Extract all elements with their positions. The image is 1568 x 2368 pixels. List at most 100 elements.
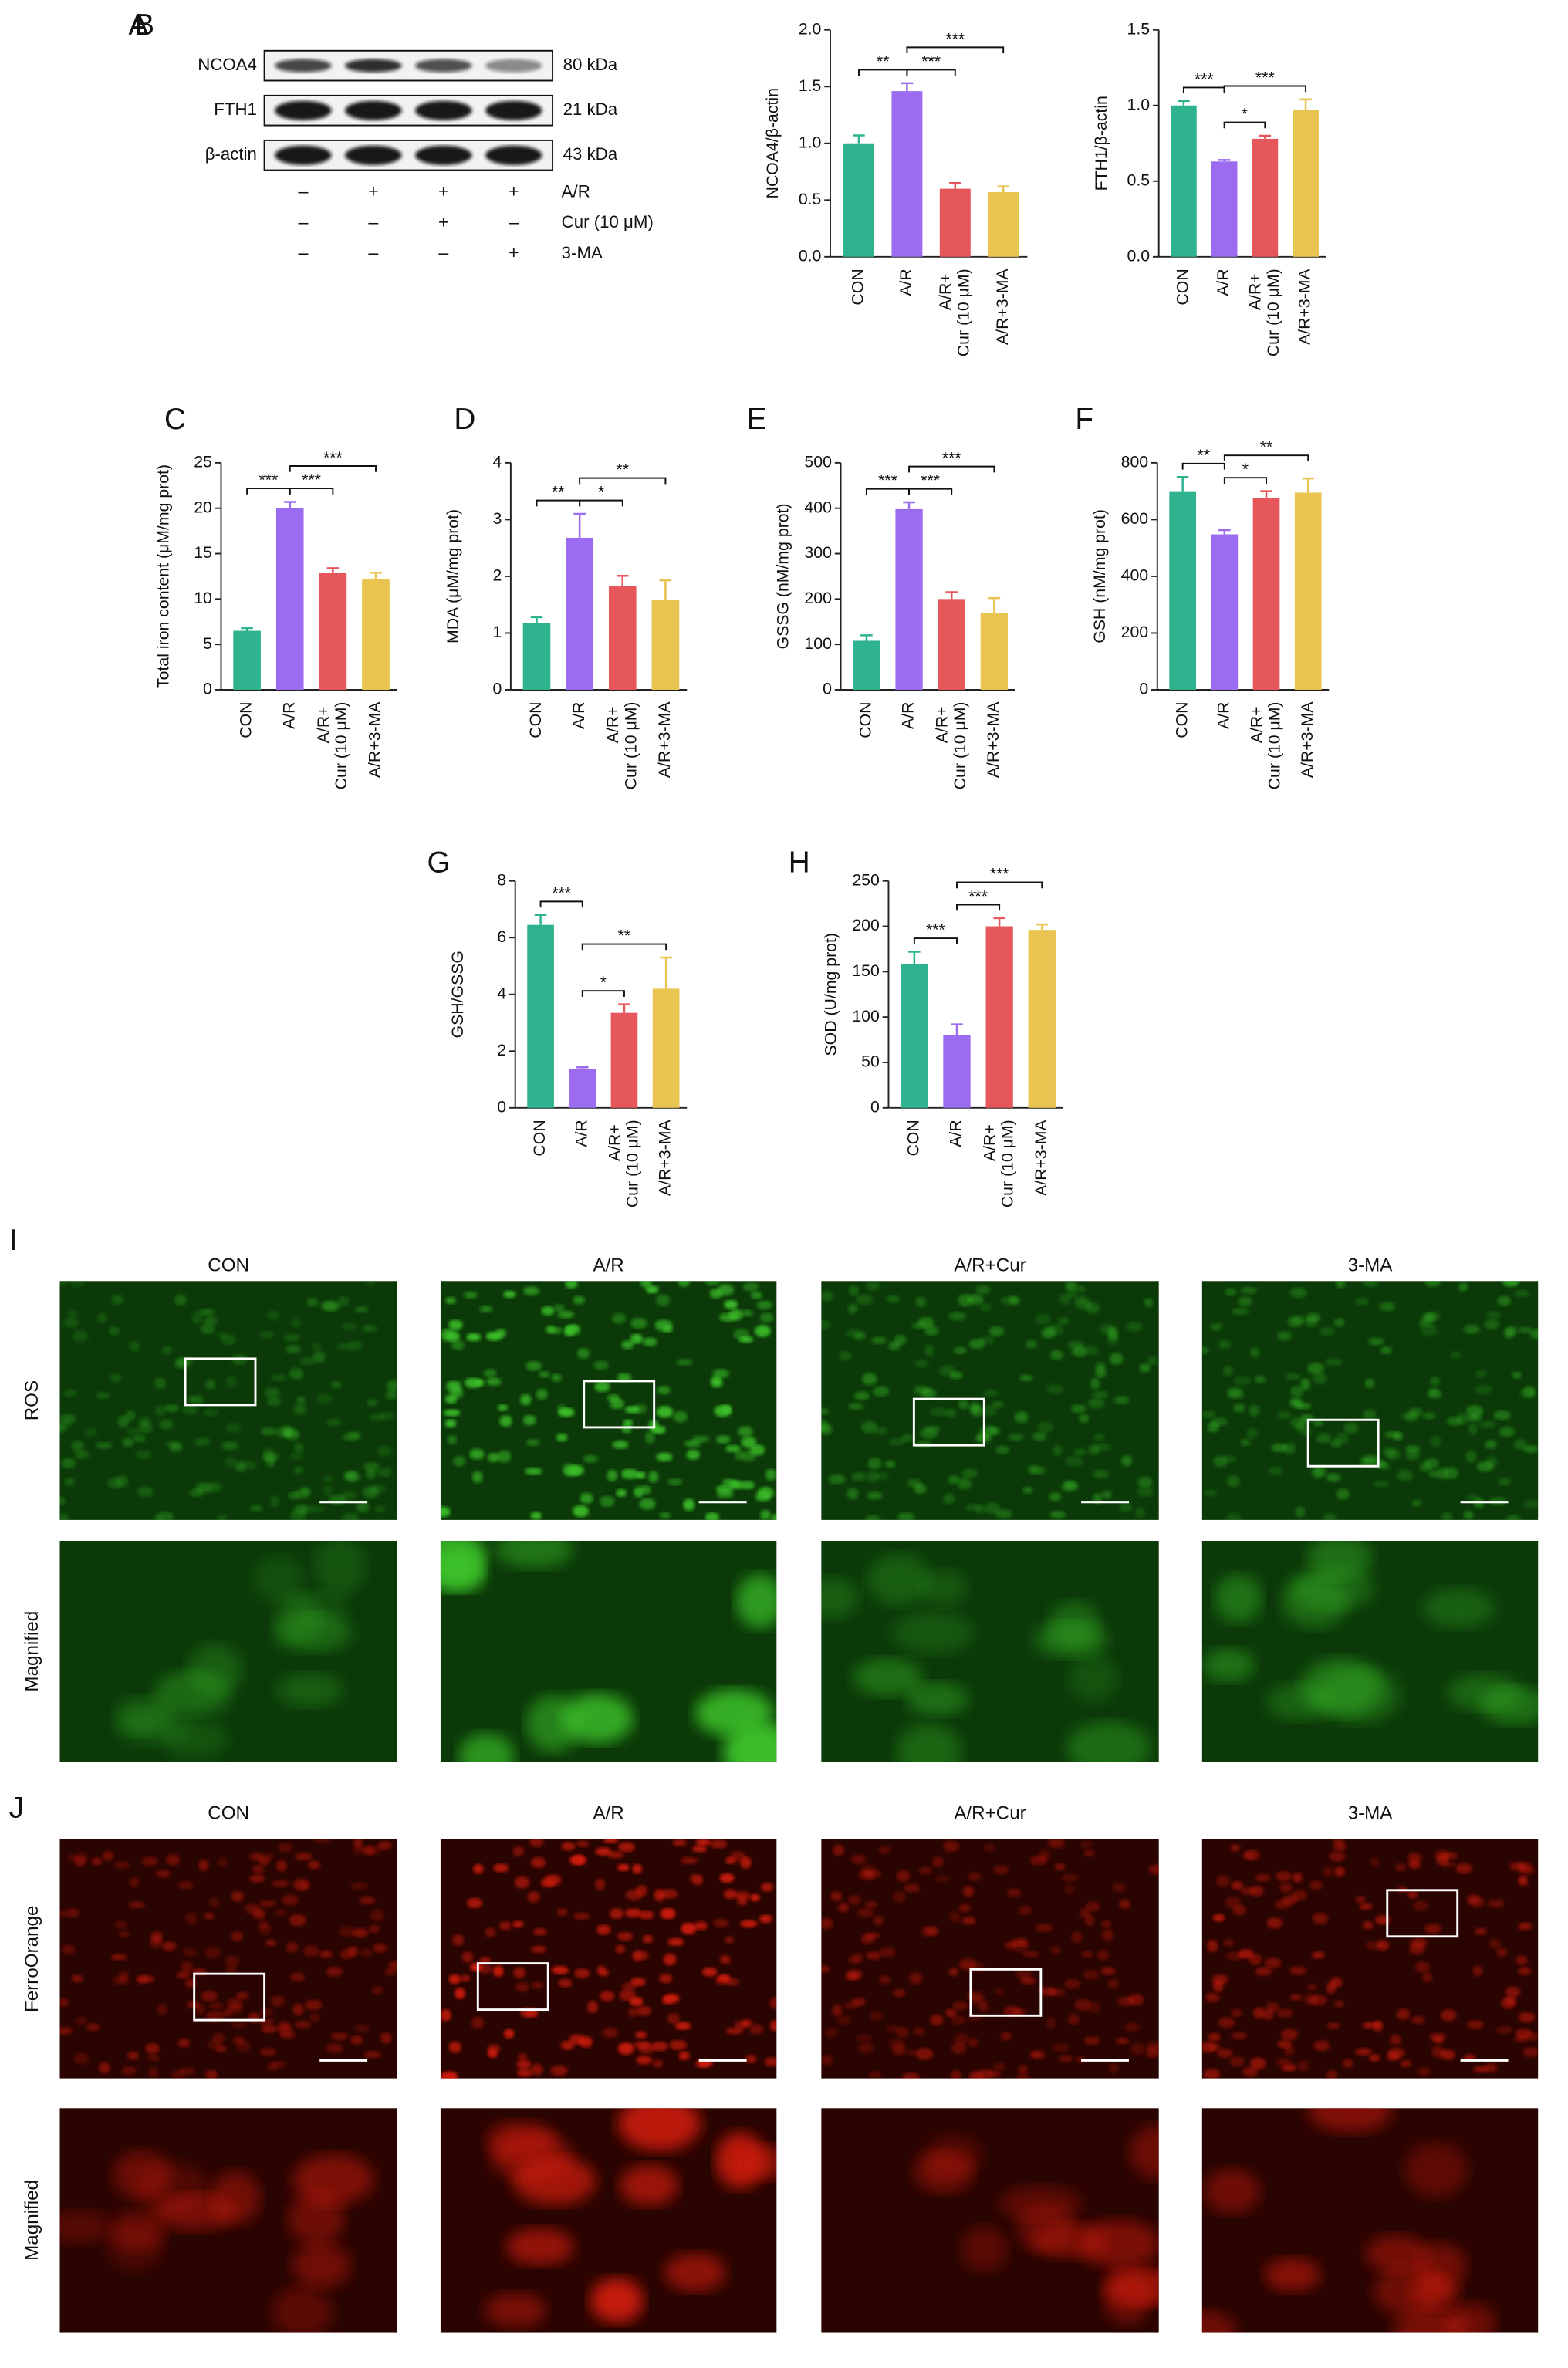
cell xyxy=(656,1294,671,1306)
treatment-mark: – xyxy=(368,211,378,231)
cell xyxy=(1149,1864,1159,1875)
inset-box xyxy=(583,1380,656,1429)
cell xyxy=(627,2008,639,2018)
cell xyxy=(261,1427,277,1436)
cell xyxy=(377,1467,392,1478)
cell xyxy=(1334,2000,1344,2008)
cell xyxy=(857,2042,874,2054)
cell xyxy=(1201,1410,1216,1419)
cell xyxy=(313,1839,331,1844)
cell xyxy=(1147,1356,1158,1366)
cell xyxy=(1046,1384,1063,1394)
cell xyxy=(523,1286,539,1295)
cell xyxy=(962,1886,974,1897)
cell xyxy=(632,1950,642,1962)
cell xyxy=(1032,1432,1047,1441)
significance-label: ** xyxy=(1260,437,1273,456)
image-column-title: 3-MA xyxy=(1348,1802,1394,1823)
cell xyxy=(257,1853,274,1861)
significance-bracket xyxy=(1223,121,1266,129)
cell xyxy=(86,2023,100,2032)
cell xyxy=(1282,1895,1298,1905)
cell xyxy=(855,2035,873,2042)
x-tick-label: CON xyxy=(1172,701,1191,738)
cell xyxy=(1467,2020,1484,2029)
cell xyxy=(1022,1951,1039,1958)
error-bar xyxy=(903,501,915,509)
cell xyxy=(1404,1445,1421,1453)
y-tick-label: 3 xyxy=(492,509,502,528)
panel-letter: F xyxy=(1075,403,1093,436)
cell xyxy=(846,1969,863,1980)
cell xyxy=(634,1486,644,1498)
cells xyxy=(484,2108,777,2328)
cell xyxy=(1255,1967,1272,1976)
cell xyxy=(610,1398,624,1410)
y-tick-label: 0 xyxy=(823,680,832,698)
cell xyxy=(448,2041,461,2053)
cell xyxy=(1037,1421,1053,1433)
cell xyxy=(1323,1512,1337,1520)
cell xyxy=(294,2020,311,2029)
cell xyxy=(1203,1489,1218,1497)
cell xyxy=(680,1856,698,1864)
cell xyxy=(750,1291,762,1299)
cell xyxy=(204,2069,218,2079)
cell xyxy=(620,2164,679,2206)
error-bar xyxy=(1302,477,1314,493)
cell xyxy=(562,1694,634,1744)
cell xyxy=(724,1936,735,1944)
y-tick-label: 0.0 xyxy=(799,246,822,265)
cell xyxy=(271,1880,289,1887)
cell xyxy=(602,2027,619,2038)
cell xyxy=(983,1390,999,1397)
cell xyxy=(1064,1480,1077,1489)
y-tick-label: 100 xyxy=(804,634,831,653)
cell xyxy=(217,1514,228,1520)
cell xyxy=(623,1419,633,1427)
cell xyxy=(150,1931,163,1944)
cell xyxy=(1271,1443,1288,1452)
x-tick-label: A/R+ Cur (10 μM) xyxy=(936,269,972,356)
cell xyxy=(710,1376,723,1387)
cell xyxy=(191,1312,202,1324)
cell xyxy=(574,1968,590,1978)
cell xyxy=(316,1393,333,1404)
significance-label: *** xyxy=(921,471,940,490)
cell xyxy=(948,1312,966,1321)
cell xyxy=(463,1291,478,1299)
cell xyxy=(902,2072,920,2079)
cell xyxy=(453,1455,466,1467)
cell xyxy=(1514,1289,1530,1297)
cell xyxy=(635,2031,647,2039)
cell xyxy=(667,1937,684,1946)
cell xyxy=(271,1373,286,1382)
error-bar xyxy=(860,634,873,641)
cell xyxy=(113,1976,130,1985)
cell xyxy=(1080,1840,1093,1849)
cell xyxy=(1499,1426,1516,1437)
error-bar xyxy=(997,185,1009,193)
cell xyxy=(678,2051,691,2061)
y-axis-label: MDA (μM/mg prot) xyxy=(444,509,462,644)
cell xyxy=(719,1873,735,1883)
cell xyxy=(188,1643,243,1694)
blot-band xyxy=(275,100,332,120)
cell xyxy=(1517,1866,1536,1876)
cell xyxy=(103,1850,114,1861)
cell xyxy=(1277,1331,1293,1341)
cell xyxy=(769,1997,777,2009)
cell xyxy=(1373,1480,1389,1488)
error-bar xyxy=(573,512,586,538)
cell xyxy=(515,1982,529,1992)
cell xyxy=(350,1882,368,1890)
cell xyxy=(1480,1686,1539,1725)
cell xyxy=(853,1658,923,1696)
micrograph xyxy=(440,1839,777,2079)
cell xyxy=(266,1310,280,1321)
cell xyxy=(166,1853,181,1866)
cell xyxy=(539,1370,550,1378)
cell xyxy=(1015,1411,1029,1423)
cell xyxy=(865,1515,881,1520)
micrograph xyxy=(59,1281,397,1520)
